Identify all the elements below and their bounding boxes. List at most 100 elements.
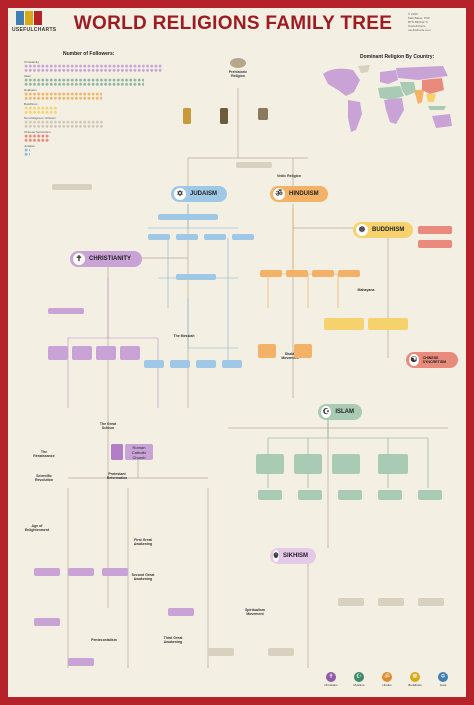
second-temple-node[interactable]: [158, 214, 218, 220]
judaism-branch-node[interactable]: [170, 360, 190, 368]
greenland: [358, 65, 370, 73]
legend-christians: ✝ Christians: [324, 672, 338, 687]
islam-sect-node[interactable]: [378, 490, 402, 500]
islam-sect-node[interactable]: [298, 490, 322, 500]
india: [414, 90, 424, 104]
third-awakening-label: Third Great Awakening: [163, 636, 183, 644]
sikhism-node[interactable]: ☬ SIKHISM: [270, 548, 316, 564]
followers-row: Buddhism: [24, 102, 164, 114]
legend-jews: ✡ Jews: [438, 672, 448, 687]
hindu-sect-node[interactable]: [286, 270, 308, 277]
zoroastrian-source-node[interactable]: [236, 162, 272, 168]
europe: [380, 70, 398, 84]
protestant-node[interactable]: [68, 658, 94, 666]
judaism-branch-node[interactable]: [144, 360, 164, 368]
om-icon: ॐ: [382, 672, 392, 682]
christian-sect-node[interactable]: [48, 308, 84, 314]
judaism-sect-node[interactable]: [148, 234, 170, 240]
southeast-asia: [426, 94, 436, 102]
protestant-node[interactable]: [34, 568, 60, 576]
islam-branch-node[interactable]: [294, 454, 322, 474]
new-religion-node[interactable]: [418, 598, 444, 606]
hindu-sect-node[interactable]: [260, 270, 282, 277]
hindu-deity-node[interactable]: [294, 344, 312, 358]
africa-north: [378, 86, 404, 100]
crescent-icon: ☪: [321, 406, 332, 418]
chinese-religion-node[interactable]: [418, 226, 452, 234]
judaism-node[interactable]: ✡ JUDAISM: [171, 186, 227, 202]
islam-branch-node[interactable]: [256, 454, 284, 474]
messiah-label: The Messiah: [173, 334, 195, 338]
hindu-deity-node[interactable]: [258, 344, 276, 358]
hindu-sect-node[interactable]: [312, 270, 334, 277]
protestant-node[interactable]: [68, 568, 94, 576]
enlightenment-label: Age of Enlightenment: [24, 524, 50, 532]
buddhism-branch-node[interactable]: [324, 318, 364, 330]
dharma-wheel-icon: ☸: [356, 224, 368, 236]
china: [422, 78, 444, 94]
shakti-label: Shakti Movement: [281, 352, 299, 360]
new-religion-node[interactable]: [338, 598, 364, 606]
judaism-branch-node[interactable]: [222, 360, 242, 368]
judaism-branch-node[interactable]: [196, 360, 216, 368]
islam-branch-node[interactable]: [378, 454, 408, 474]
australia: [432, 114, 452, 128]
hinduism-node[interactable]: ॐ HINDUISM: [270, 186, 328, 202]
islam-branch-node[interactable]: [332, 454, 360, 474]
zoroastrianism-node[interactable]: [52, 184, 92, 190]
followers-row: Chinese Syncretism: [24, 130, 164, 142]
christianity-node[interactable]: ✝ CHRISTIANITY: [70, 251, 142, 267]
islam-sect-node[interactable]: [258, 490, 282, 500]
new-religion-node[interactable]: [268, 648, 294, 656]
islam-sect-node[interactable]: [338, 490, 362, 500]
judaism-sect-node[interactable]: [232, 234, 254, 240]
buddhism-node[interactable]: ☸ BUDDHISM: [353, 222, 413, 238]
papal-icon: [111, 444, 123, 460]
protestant-node[interactable]: [34, 618, 60, 626]
first-awakening-label: First Great Awakening: [133, 538, 153, 546]
scientific-revolution-label: Scientific Revolution: [34, 474, 54, 482]
protestant-node[interactable]: [102, 568, 128, 576]
new-religion-node[interactable]: [378, 598, 404, 606]
khanda-icon: ☬: [273, 550, 279, 562]
star-of-david-icon: ✡: [174, 188, 186, 200]
egyptian-icon: [183, 108, 191, 124]
yin-yang-icon: ☯: [409, 354, 419, 366]
pentecostalism-label: Pentecostalism: [91, 638, 117, 642]
followers-heading: Number of Followers:: [63, 51, 115, 57]
followers-chart: Christianity Islam Hinduism Buddhism Non…: [24, 60, 164, 168]
followers-row: Hinduism: [24, 88, 164, 100]
legend-muslims: ☪ Muslims: [353, 672, 365, 687]
chinese-syncretism-node[interactable]: ☯ CHINESE SYNCRETISM: [406, 352, 458, 368]
followers-row: Judaism: [24, 144, 164, 156]
poster: USEFULCHARTS WORLD RELIGIONS FAMILY TREE…: [8, 8, 466, 697]
world-map: [323, 65, 452, 132]
judaism-sect-node[interactable]: [176, 234, 198, 240]
header: USEFULCHARTS WORLD RELIGIONS FAMILY TREE…: [8, 8, 466, 38]
catholic-church-node[interactable]: Roman Catholic Church: [125, 444, 153, 460]
christian-church-node[interactable]: [96, 346, 116, 360]
judaism-sect-node[interactable]: [204, 234, 226, 240]
russia: [396, 66, 448, 80]
north-america: [323, 68, 360, 96]
buddhism-branch-node[interactable]: [368, 318, 408, 330]
cross-icon: ✝: [326, 672, 336, 682]
chinese-religion-node[interactable]: [418, 240, 452, 248]
hindu-sect-node[interactable]: [338, 270, 360, 277]
islam-node[interactable]: ☪ ISLAM: [318, 404, 362, 420]
rabbinic-node[interactable]: [176, 274, 216, 280]
legend-buddhists: ☸ Buddhists: [408, 672, 422, 687]
protestant-node[interactable]: [168, 608, 194, 616]
south-america: [348, 100, 362, 132]
africa-south: [384, 98, 404, 124]
new-religion-node[interactable]: [208, 648, 234, 656]
brand-logo: [16, 11, 46, 25]
islam-sect-node[interactable]: [418, 490, 442, 500]
page-title: WORLD RELIGIONS FAMILY TREE: [73, 13, 393, 34]
second-awakening-label: Second Great Awakening: [131, 573, 155, 581]
christian-church-node[interactable]: [48, 346, 68, 360]
followers-row: Islam: [24, 74, 164, 86]
christian-church-node[interactable]: [72, 346, 92, 360]
christian-church-node[interactable]: [120, 346, 140, 360]
protestant-reformation-label: Protestant Reformation: [106, 472, 128, 480]
